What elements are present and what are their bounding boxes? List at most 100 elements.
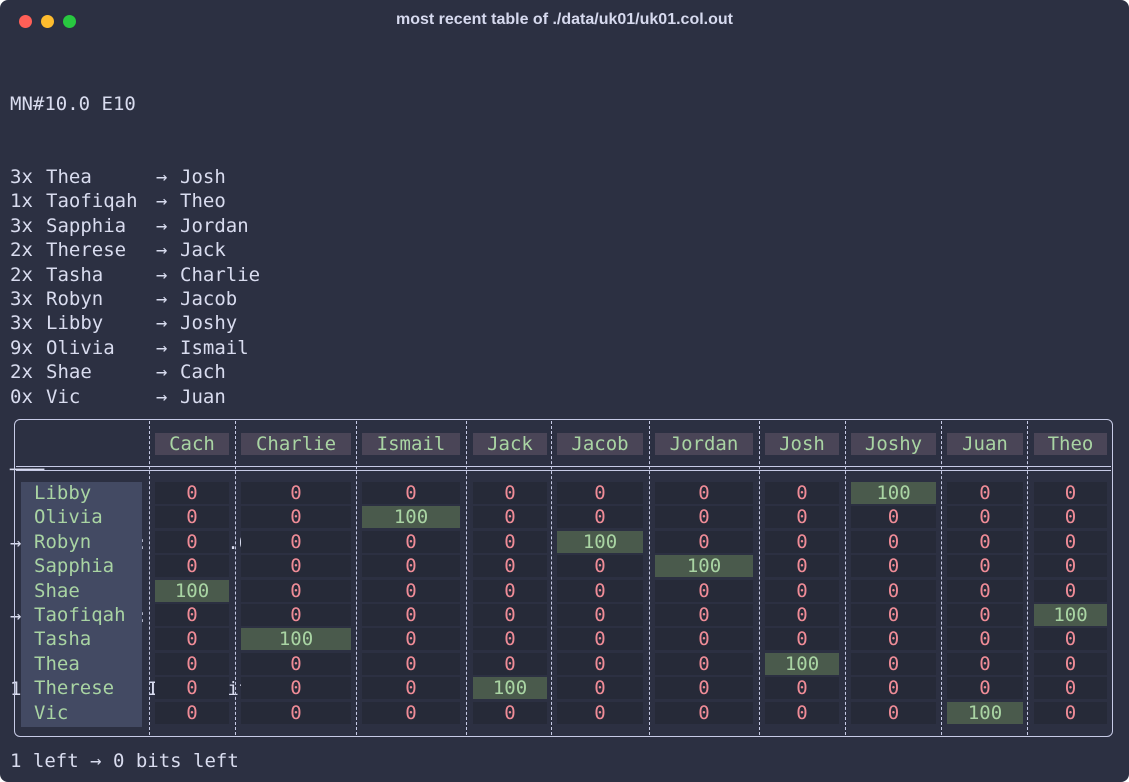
column-divider [356,421,357,735]
table-cell: 0 [362,628,460,651]
table-cell: 0 [557,701,643,724]
pairing-to: Jordan [180,214,249,237]
pairing-to: Charlie [180,263,261,286]
separator-line: ─── [10,458,45,481]
table-cell: 0 [241,579,351,602]
table-cell: 0 [765,628,839,651]
table-cell: 0 [655,506,753,529]
table-cell: 0 [765,579,839,602]
column-header: Jacob [557,433,643,455]
table-cell: 100 [557,530,643,553]
table-cell: 0 [155,555,229,578]
pairing-line: 2x Tasha → Charlie [10,263,273,287]
table-cell: 0 [947,555,1023,578]
table-cell: 100 [362,506,460,529]
pairing-to: Juan [180,385,226,408]
table-cell: 0 [557,628,643,651]
pairing-from: Sapphia [46,214,127,237]
table-cell: 0 [557,579,643,602]
table-cell: 0 [557,652,643,675]
arrow-icon: → [156,166,168,189]
header-divider [16,466,1111,467]
table-cell: 0 [765,555,839,578]
column-divider [235,421,236,735]
pairing-to: Theo [180,190,226,213]
table-cell: 0 [362,530,460,553]
pairing-from: Therese [46,239,127,262]
table-cell: 0 [851,555,936,578]
row-labels-panel [21,482,142,727]
table-cell: 100 [155,579,229,602]
pairings-list: 3x Thea → Josh 1x Taofiqah → Theo 3x Sapphia → Jord… [10,165,273,409]
column-header: Cach [155,433,229,455]
pairing-line: 2x Therese → Jack [10,238,273,262]
table-cell: 0 [241,555,351,578]
table-cell: 0 [851,652,936,675]
table-cell: 0 [155,628,229,651]
table-cell: 0 [851,604,936,626]
row-label: Olivia [34,506,103,529]
table-cell: 0 [851,579,936,602]
maximize-window-button[interactable] [63,15,76,28]
window-title: most recent table of ./data/uk01/uk01.co… [396,11,733,28]
table-cell: 100 [655,555,753,578]
table-cell: 0 [155,701,229,724]
table-cell: 0 [155,604,229,626]
table-cell: 0 [241,652,351,675]
close-window-button[interactable] [19,15,32,28]
pairing-to: Ismail [180,336,249,359]
pairing-count: 0x [10,385,33,408]
column-divider [149,421,150,735]
column-header: Jack [473,433,547,455]
pairing-line: 3x Sapphia → Jordan [10,214,273,238]
table-cell: 0 [947,579,1023,602]
table-cell: 0 [362,555,460,578]
pairing-to: Joshy [180,312,238,335]
table-cell: 0 [241,506,351,529]
table-cell: 0 [473,652,547,675]
table-cell: 0 [241,604,351,626]
pairing-count: 9x [10,336,33,359]
pairing-from: Libby [46,312,104,335]
table-cell: 0 [241,701,351,724]
pairing-count: 3x [10,166,33,189]
table-cell: 0 [473,604,547,626]
pairing-from: Thea [46,166,92,189]
pairing-count: 2x [10,239,33,262]
pairing-to: Josh [180,166,226,189]
arrow-icon: → [156,287,168,310]
row-label: Therese [34,677,115,700]
column-header: Charlie [241,433,351,455]
table-cell: 0 [851,530,936,553]
row-label: Libby [34,482,92,504]
table-cell: 0 [947,628,1023,651]
arrow-icon: → [156,361,168,384]
table-cell: 0 [362,652,460,675]
pairing-count: 2x [10,263,33,286]
header-line: MN#10.0 E10 [10,92,136,115]
table-cell: 0 [947,506,1023,529]
table-cell: 0 [655,677,753,700]
arrow-icon: → [156,312,168,335]
table-cell: 0 [1034,652,1107,675]
table-cell: 0 [655,482,753,504]
table-cell: 0 [1034,482,1107,504]
probability-table [14,419,1113,737]
table-cell: 0 [557,506,643,529]
table-cell: 100 [851,482,936,504]
table-cell: 0 [655,579,753,602]
column-divider [551,421,552,735]
table-cell: 0 [362,604,460,626]
arrow-icon: → [156,336,168,359]
pairing-from: Tasha [46,263,104,286]
table-cell: 100 [947,701,1023,724]
column-header: Josh [765,433,839,455]
pairing-line: 1x Taofiqah → Theo [10,189,273,213]
arrow-icon: → [156,214,168,237]
pairing-to: Jack [180,239,226,262]
pairing-count: 3x [10,287,33,310]
table-cell: 0 [362,677,460,700]
minimize-window-button[interactable] [41,15,54,28]
pairing-to: Cach [180,361,226,384]
pairing-line: 2x Shae → Cach [10,360,273,384]
